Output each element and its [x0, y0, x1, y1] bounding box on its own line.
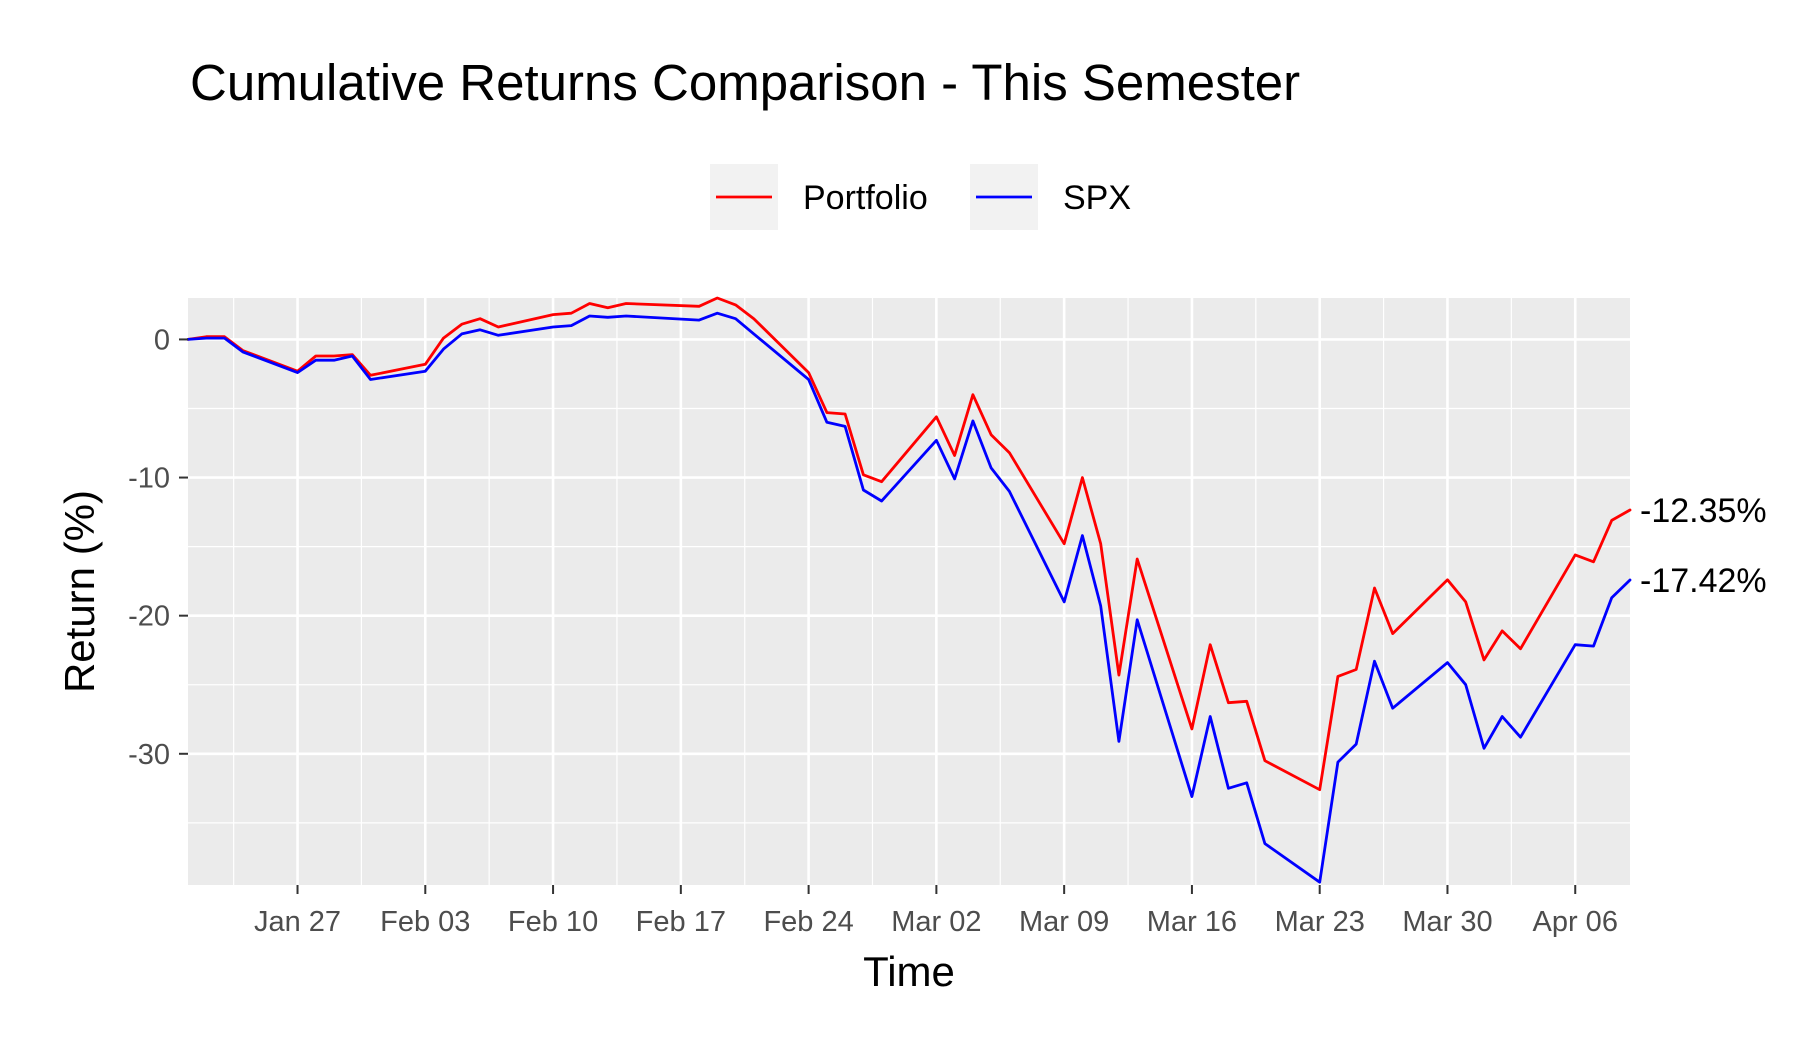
end-value-labels: -12.35% -17.42% [1640, 492, 1767, 600]
x-tick-label: Apr 06 [1533, 906, 1618, 938]
x-tick-label: Jan 27 [254, 906, 341, 938]
x-tick-label: Mar 23 [1275, 906, 1365, 938]
end-value-label: -17.42% [1640, 562, 1767, 600]
legend: Portfolio SPX [710, 164, 1131, 230]
series-line-portfolio [186, 296, 1632, 792]
x-tick-label: Mar 30 [1402, 906, 1492, 938]
x-tick-label: Feb 03 [380, 906, 470, 938]
y-tick-label: -10 [128, 463, 170, 495]
axis-ticks [179, 338, 1577, 894]
plot-panel [188, 298, 1630, 885]
chart-title: Cumulative Returns Comparison - This Sem… [190, 54, 1300, 111]
x-tick-label: Feb 17 [636, 906, 726, 938]
x-axis-tick-labels: Jan 27 Feb 03 Feb 10 Feb 17 Feb 24 Mar 02 Mar … [254, 906, 1618, 938]
legend-label: SPX [1063, 179, 1131, 217]
y-tick-label: 0 [154, 324, 170, 356]
x-axis-title: Time [863, 948, 955, 995]
series-line-spx [186, 311, 1632, 884]
y-tick-label: -30 [128, 739, 170, 771]
y-axis-title: Return (%) [56, 490, 103, 693]
end-value-label: -12.35% [1640, 492, 1767, 530]
series-lines [186, 296, 1632, 884]
legend-label: Portfolio [803, 179, 928, 217]
minor-gridlines [188, 298, 1630, 885]
x-tick-label: Mar 02 [891, 906, 981, 938]
x-tick-label: Feb 10 [508, 906, 598, 938]
x-tick-label: Feb 24 [763, 906, 853, 938]
y-tick-label: -20 [128, 601, 170, 633]
x-tick-label: Mar 09 [1019, 906, 1109, 938]
y-axis-tick-labels: 0 -10 -20 -30 [128, 324, 170, 770]
x-tick-label: Mar 16 [1147, 906, 1237, 938]
